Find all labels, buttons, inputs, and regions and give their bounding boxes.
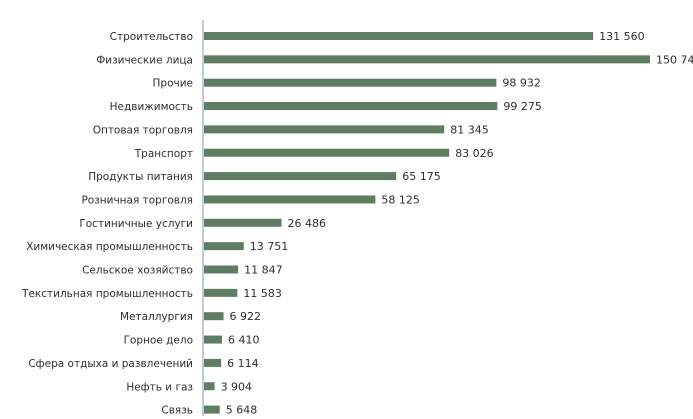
category-label: Химическая промышленность (26, 241, 193, 253)
category-label: Оптовая торговля (93, 124, 193, 136)
bar (204, 405, 220, 414)
value-label: 99 275 (503, 100, 542, 113)
value-labels-group: 131 560 150 743 98 932 99 275 81 345 83 026 65… (221, 30, 693, 417)
value-label: 65 175 (402, 170, 441, 183)
value-label: 6 922 (230, 310, 261, 323)
bar (204, 335, 223, 344)
bars-group (204, 32, 650, 414)
category-label: Строительство (110, 31, 193, 43)
category-label: Недвижимость (110, 101, 193, 113)
category-label: Гостиничные услуги (79, 218, 193, 230)
bar (204, 172, 397, 181)
bar (204, 195, 376, 204)
value-label: 3 904 (221, 380, 253, 393)
value-label: 150 743 (656, 53, 693, 66)
category-label: Прочие (153, 78, 193, 90)
bar (204, 125, 445, 134)
bar (204, 382, 215, 391)
bar (204, 312, 224, 321)
category-label: Сфера отдыха и развлечений (28, 358, 193, 370)
category-label: Розничная торговля (81, 194, 193, 206)
category-label: Текстильная промышленность (21, 288, 193, 300)
bar (204, 55, 650, 64)
bar (204, 242, 244, 251)
category-label: Нефть и газ (126, 381, 193, 393)
category-label: Металлургия (120, 311, 193, 323)
bar (204, 148, 450, 157)
category-labels-group: Строительство Физические лица Прочие Недвиж… (21, 31, 193, 417)
bar (204, 265, 239, 274)
value-label: 131 560 (599, 30, 645, 43)
value-label: 26 486 (288, 217, 327, 230)
value-label: 81 345 (450, 123, 489, 136)
category-label: Транспорт (134, 148, 193, 160)
category-label: Горное дело (124, 335, 193, 347)
value-label: 6 410 (228, 334, 259, 347)
bar (204, 288, 238, 297)
value-label: 6 114 (227, 357, 259, 370)
value-label: 13 751 (250, 240, 289, 253)
category-label: Физические лица (96, 54, 193, 66)
category-label: Сельское хозяйство (82, 265, 193, 277)
value-label: 58 125 (381, 193, 420, 206)
bar (204, 218, 282, 227)
bar (204, 78, 497, 87)
category-label: Продукты питания (88, 171, 193, 183)
category-label: Связь (161, 405, 193, 417)
value-label: 11 583 (243, 287, 282, 300)
bar (204, 32, 594, 40)
bar (204, 102, 498, 111)
bar (204, 358, 222, 367)
value-label: 83 026 (455, 147, 494, 160)
value-label: 5 648 (226, 404, 258, 417)
value-label: 98 932 (502, 77, 541, 90)
value-label: 11 847 (244, 264, 283, 277)
